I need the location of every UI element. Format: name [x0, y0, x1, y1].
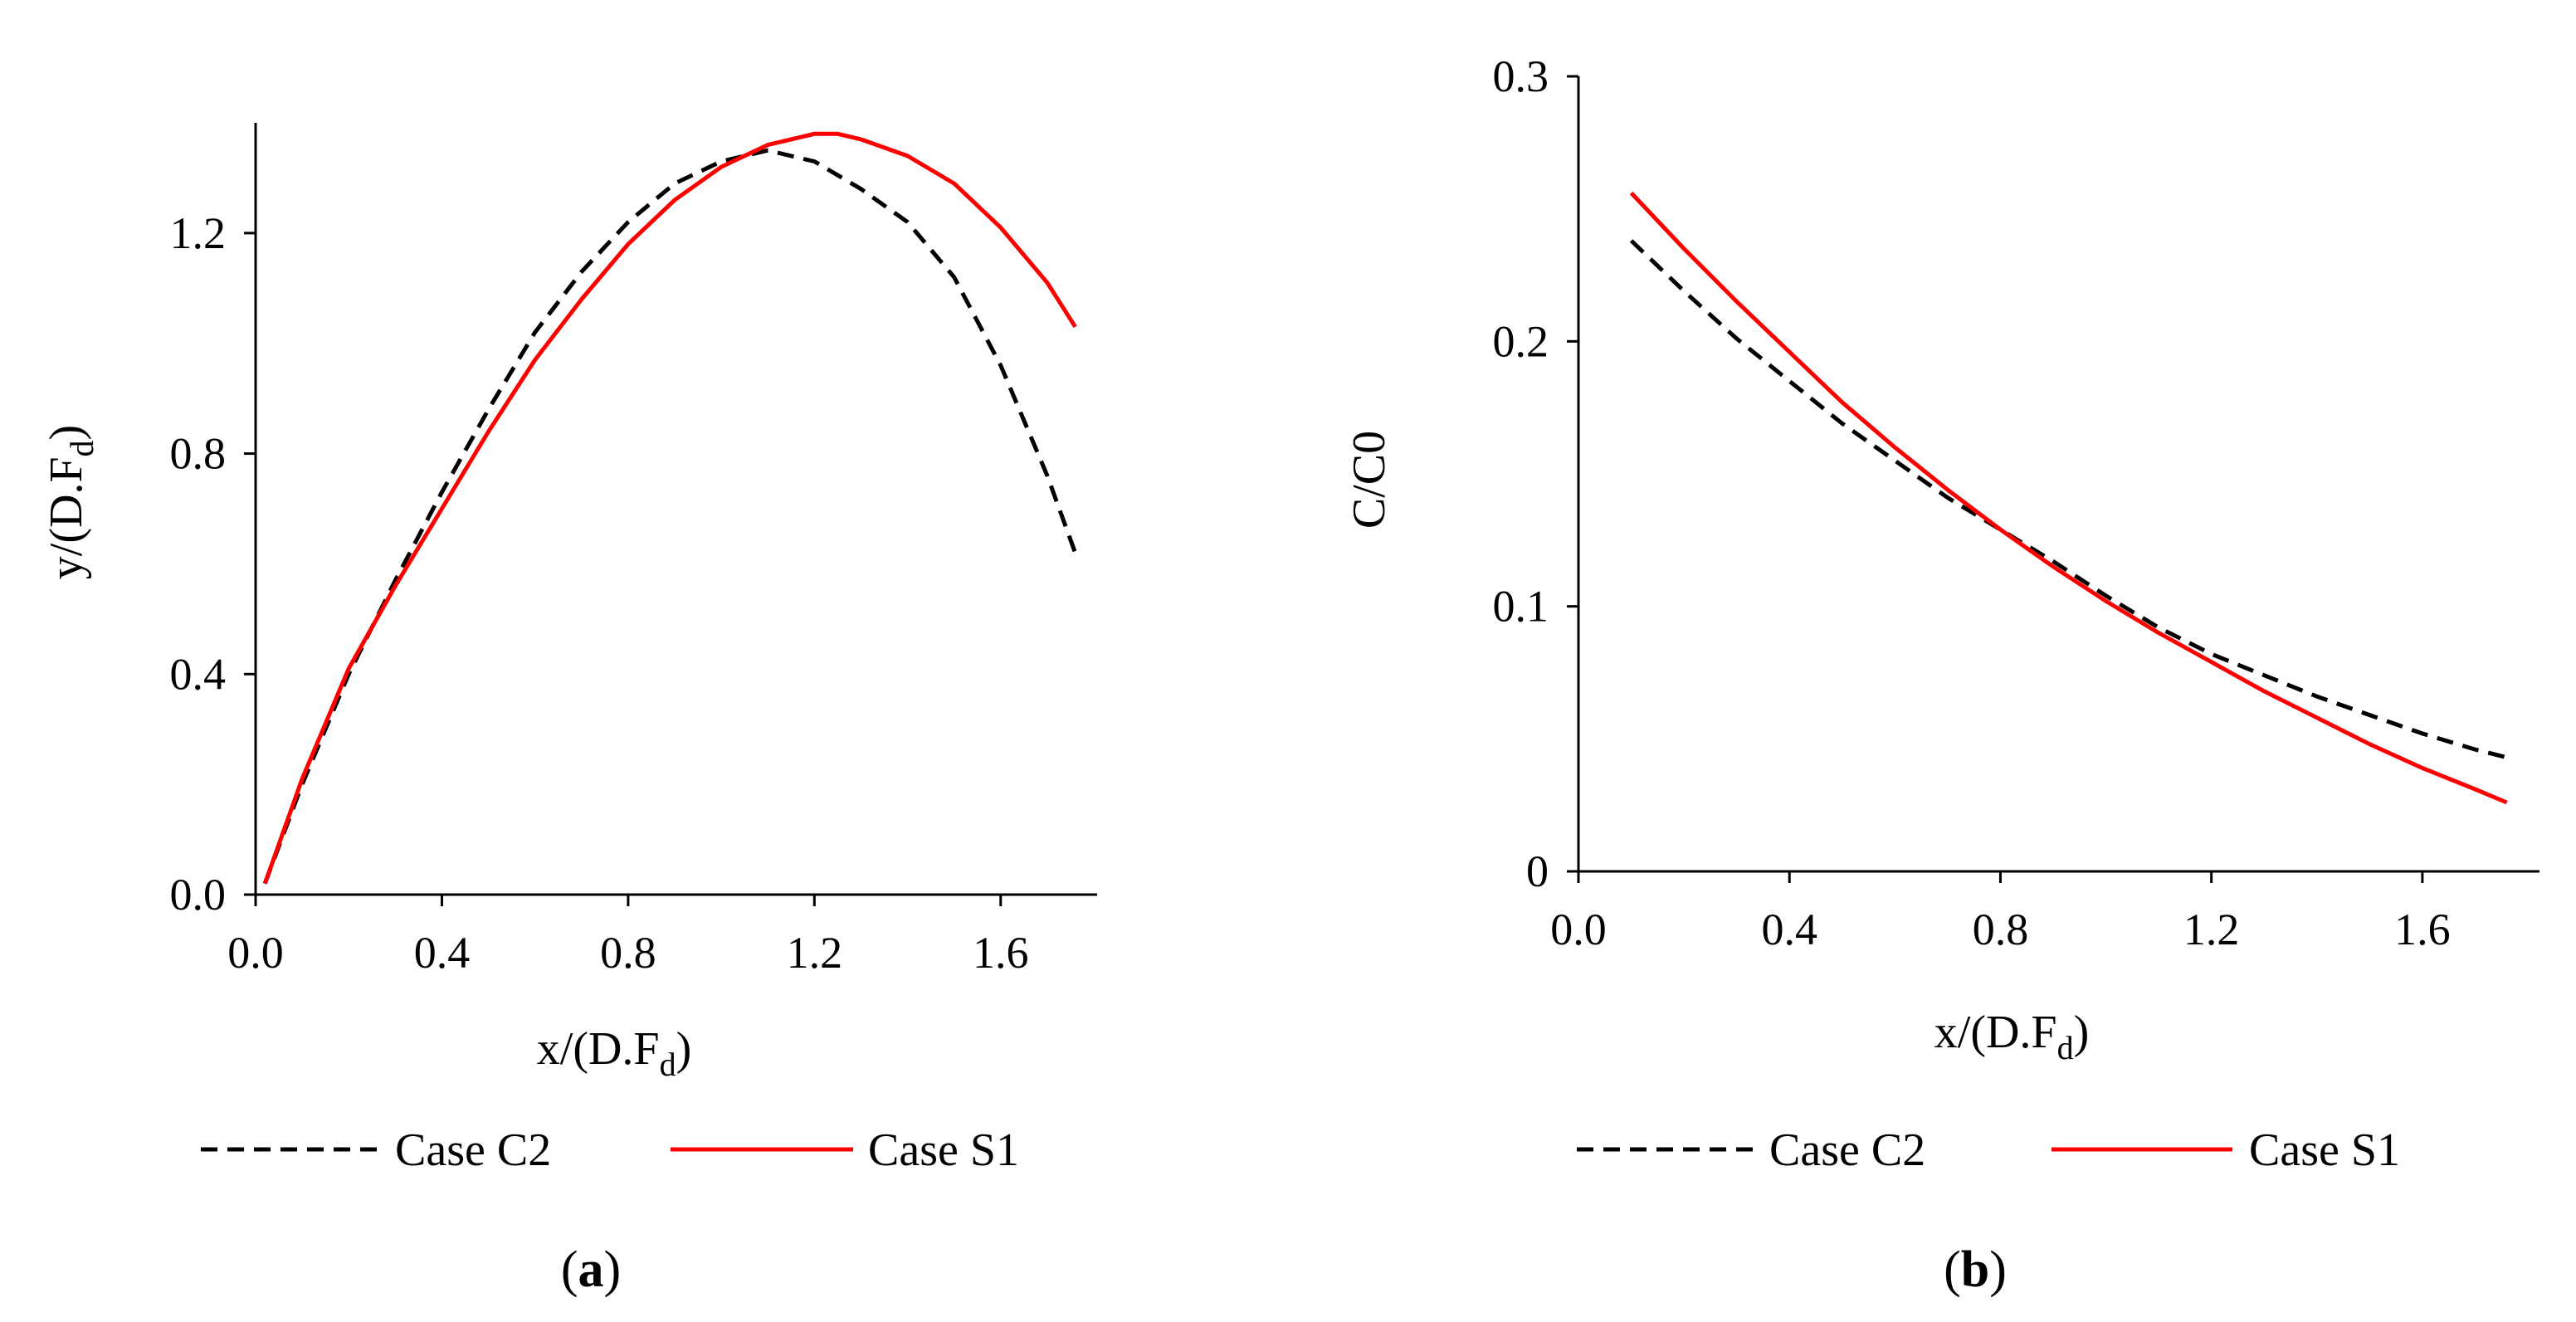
x-tick-label: 1.2 — [2183, 905, 2240, 954]
chart-panel-a: 0.0 0.4 0.8 1.2 0.0 0.4 0.8 1.2 1.6 x/(D.Fd) y/(D.… — [41, 123, 1097, 1298]
y-axis-title: C/C0 — [1344, 431, 1395, 529]
x-tick-label: 0.0 — [227, 928, 284, 978]
y-tick-label: 0.2 — [1493, 316, 1549, 366]
chart-panel-b: 0 0.1 0.2 0.3 0.0 0.4 0.8 1.2 1.6 x/(D.Fd) C/C0 Cas… — [1344, 51, 2539, 1298]
panel-caption: (a) — [561, 1242, 621, 1298]
x-tick-label: 0.8 — [600, 928, 656, 978]
legend-label-case-s1: Case S1 — [868, 1124, 1019, 1176]
x-axis-title: x/(D.Fd) — [537, 1023, 691, 1083]
y-tick-label: 0 — [1526, 846, 1549, 896]
y-tick-label: 0.8 — [170, 429, 227, 479]
y-tick-label: 0.3 — [1493, 51, 1549, 101]
legend-label-case-c2: Case C2 — [1769, 1124, 1925, 1176]
y-tick-label: 1.2 — [170, 208, 227, 258]
legend-label-case-c2: Case C2 — [395, 1124, 551, 1176]
y-axis-title: y/(D.Fd) — [41, 425, 100, 579]
x-tick-label: 0.4 — [1761, 905, 1817, 954]
x-tick-label: 1.6 — [2394, 905, 2451, 954]
panel-caption: (b) — [1944, 1242, 2007, 1298]
x-tick-label: 0.4 — [414, 928, 471, 978]
x-axis-title: x/(D.Fd) — [1934, 1007, 2089, 1066]
x-tick-label: 0.0 — [1550, 905, 1607, 954]
series-line-case-c2 — [262, 148, 1077, 885]
y-tick-label: 0.1 — [1493, 582, 1549, 632]
series-line-case-s1 — [1629, 191, 2508, 805]
x-tick-label: 1.2 — [787, 928, 843, 978]
y-tick-label: 0.4 — [170, 649, 227, 699]
x-tick-label: 1.6 — [973, 928, 1029, 978]
series-line-case-c2 — [1629, 239, 2508, 760]
x-tick-label: 0.8 — [1973, 905, 2029, 954]
legend-label-case-s1: Case S1 — [2249, 1124, 2400, 1176]
series-line-case-s1 — [262, 131, 1077, 885]
y-tick-label: 0.0 — [170, 870, 227, 920]
